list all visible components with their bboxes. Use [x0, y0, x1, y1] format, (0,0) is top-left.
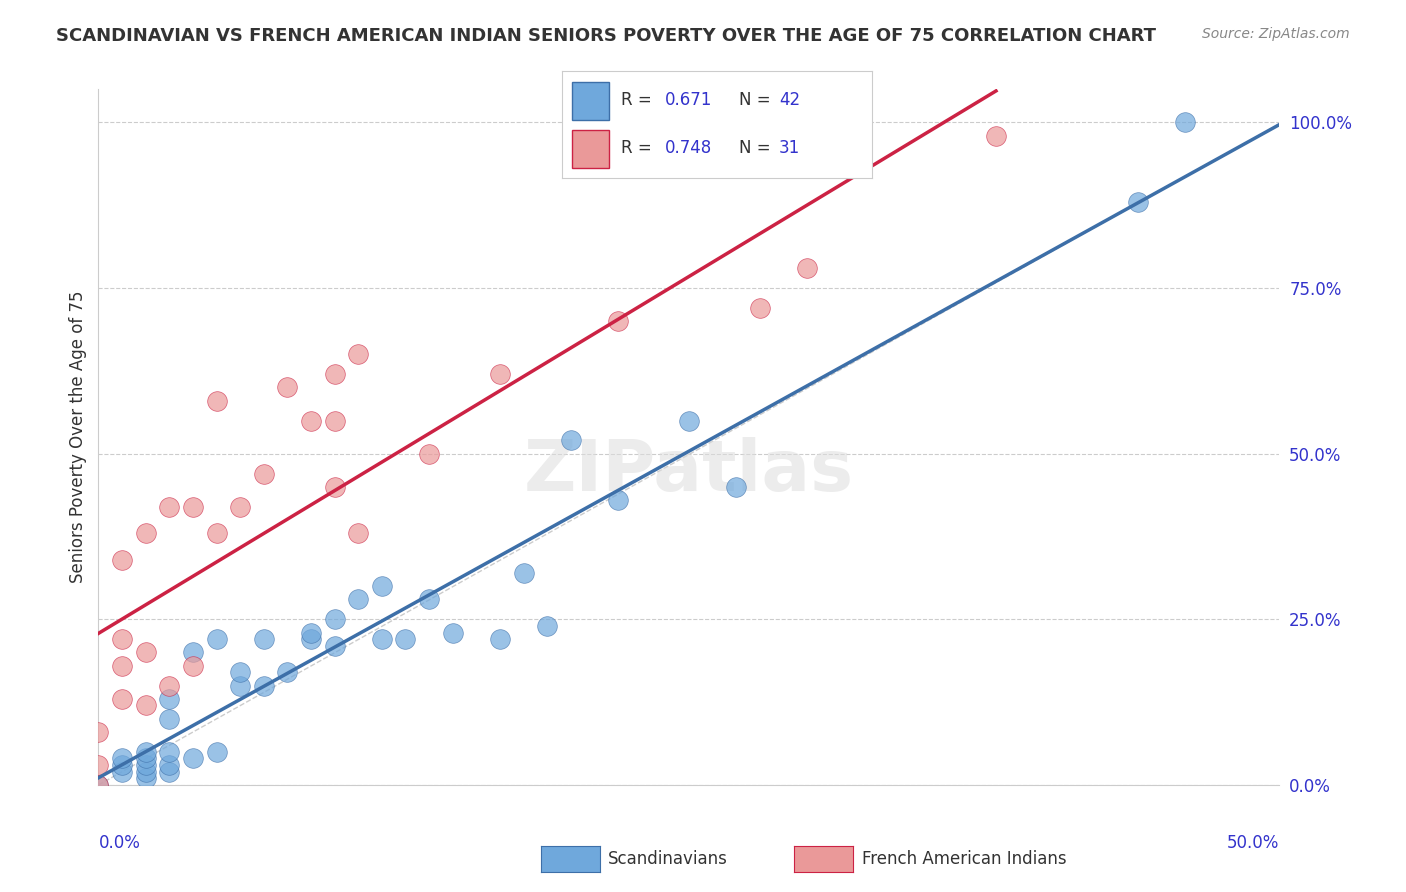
- Point: [347, 592, 370, 607]
- Point: [560, 434, 582, 448]
- Point: [135, 645, 157, 659]
- Point: [111, 552, 134, 566]
- Point: [87, 725, 110, 739]
- Text: N =: N =: [738, 139, 776, 157]
- Point: [87, 778, 110, 792]
- Point: [181, 645, 204, 659]
- Text: Scandinavians: Scandinavians: [607, 850, 727, 868]
- Point: [157, 679, 180, 693]
- Text: R =: R =: [621, 91, 657, 109]
- Point: [678, 413, 700, 427]
- Point: [157, 712, 180, 726]
- Point: [205, 632, 228, 647]
- Point: [111, 758, 134, 772]
- Point: [347, 526, 370, 541]
- Point: [323, 480, 346, 494]
- Point: [276, 665, 298, 680]
- Text: 50.0%: 50.0%: [1227, 834, 1279, 852]
- Point: [748, 301, 770, 315]
- Text: 0.0%: 0.0%: [98, 834, 141, 852]
- Point: [418, 447, 440, 461]
- Point: [323, 612, 346, 626]
- Point: [135, 772, 157, 786]
- Point: [276, 380, 298, 394]
- Point: [253, 632, 276, 647]
- Point: [135, 526, 157, 541]
- Point: [489, 632, 512, 647]
- Point: [205, 526, 228, 541]
- Point: [157, 764, 180, 779]
- Point: [796, 261, 818, 276]
- Bar: [572, 82, 609, 120]
- Point: [157, 758, 180, 772]
- Point: [157, 500, 180, 514]
- Point: [371, 632, 394, 647]
- Point: [135, 764, 157, 779]
- Point: [87, 778, 110, 792]
- Point: [299, 413, 322, 427]
- Point: [371, 579, 394, 593]
- Point: [253, 679, 276, 693]
- Point: [135, 751, 157, 765]
- Text: SCANDINAVIAN VS FRENCH AMERICAN INDIAN SENIORS POVERTY OVER THE AGE OF 75 CORREL: SCANDINAVIAN VS FRENCH AMERICAN INDIAN S…: [56, 27, 1156, 45]
- Point: [1174, 115, 1197, 129]
- Point: [111, 632, 134, 647]
- Bar: [572, 130, 609, 168]
- Point: [229, 665, 252, 680]
- Point: [229, 500, 252, 514]
- Point: [347, 347, 370, 361]
- Text: 31: 31: [779, 139, 800, 157]
- Point: [205, 393, 228, 408]
- Point: [607, 314, 630, 328]
- Point: [323, 367, 346, 381]
- Point: [984, 128, 1007, 143]
- Point: [111, 751, 134, 765]
- Point: [135, 698, 157, 713]
- Text: ZIPatlas: ZIPatlas: [524, 437, 853, 507]
- Text: 0.748: 0.748: [665, 139, 711, 157]
- Point: [205, 745, 228, 759]
- Point: [418, 592, 440, 607]
- Point: [181, 751, 204, 765]
- Y-axis label: Seniors Poverty Over the Age of 75: Seniors Poverty Over the Age of 75: [69, 291, 87, 583]
- Point: [135, 745, 157, 759]
- Point: [181, 500, 204, 514]
- Point: [512, 566, 534, 580]
- Point: [111, 658, 134, 673]
- Point: [157, 745, 180, 759]
- Text: French American Indians: French American Indians: [862, 850, 1067, 868]
- Point: [135, 758, 157, 772]
- Text: 0.671: 0.671: [665, 91, 711, 109]
- Point: [323, 639, 346, 653]
- Text: N =: N =: [738, 91, 776, 109]
- Point: [299, 625, 322, 640]
- Text: Source: ZipAtlas.com: Source: ZipAtlas.com: [1202, 27, 1350, 41]
- Point: [323, 413, 346, 427]
- Point: [181, 658, 204, 673]
- Point: [607, 493, 630, 508]
- Point: [725, 480, 748, 494]
- Point: [394, 632, 416, 647]
- Point: [299, 632, 322, 647]
- Point: [253, 467, 276, 481]
- Point: [489, 367, 512, 381]
- Point: [157, 691, 180, 706]
- Point: [441, 625, 464, 640]
- Text: 42: 42: [779, 91, 800, 109]
- Point: [229, 679, 252, 693]
- Point: [111, 764, 134, 779]
- Point: [536, 619, 558, 633]
- Point: [87, 758, 110, 772]
- Text: R =: R =: [621, 139, 657, 157]
- Point: [1126, 194, 1149, 209]
- Point: [111, 691, 134, 706]
